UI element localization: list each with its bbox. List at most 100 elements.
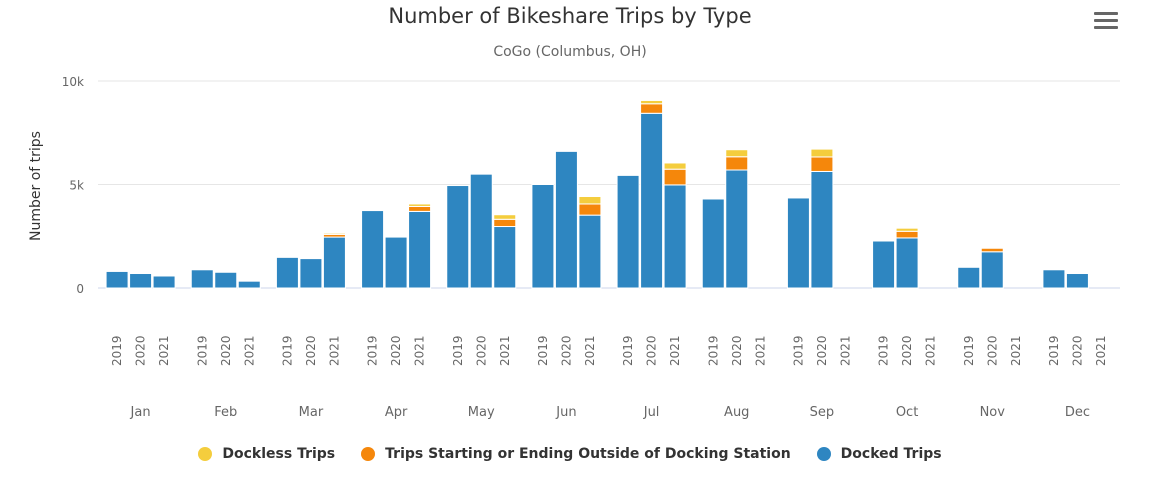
legend-swatch-dockless (198, 447, 213, 461)
x-tick-label-year: 2020 (900, 335, 914, 366)
x-tick-label-year: 2020 (985, 335, 999, 366)
x-tick-label-month: Nov (980, 405, 1006, 420)
bar-dockless-trips-may-2021 (493, 214, 517, 220)
bar-docked-trips-mar-2020 (299, 258, 323, 289)
legend-swatch-outside-station (361, 447, 376, 461)
chart-subtitle: CoGo (Columbus, OH) (493, 44, 647, 60)
x-tick-label-year: 2020 (219, 335, 233, 366)
x-tick-label-month: Aug (724, 405, 749, 420)
x-tick-label-month: May (468, 405, 495, 420)
hamburger-menu-icon[interactable] (1094, 12, 1118, 32)
x-tick-label-year: 2019 (110, 335, 124, 366)
chart-legend: Dockless Trips Trips Starting or Ending … (0, 446, 1140, 462)
x-tick-label-year: 2020 (134, 335, 148, 366)
x-tick-label-month: Jun (555, 405, 576, 420)
legend-label-dockless: Dockless Trips (222, 446, 336, 462)
bar-docked-trips-jul-2020 (640, 112, 664, 289)
bar-docked-trips-feb-2021 (237, 280, 261, 289)
legend-item-outside-station[interactable]: Trips Starting or Ending Outside of Dock… (361, 446, 791, 462)
x-tick-label-year: 2019 (877, 335, 891, 366)
bar-docked-trips-aug-2019 (701, 198, 725, 289)
x-tick-label-year: 2020 (389, 335, 403, 366)
x-tick-label-year: 2021 (668, 335, 682, 366)
x-tick-label-year: 2019 (621, 335, 635, 366)
bar-docked-trips-sep-2019 (786, 197, 810, 289)
bar-trips-starting-or-ending-outside-of-docking-station-jun-2021 (578, 203, 602, 216)
bar-docked-trips-nov-2020 (980, 251, 1004, 289)
x-tick-label-year: 2020 (474, 335, 488, 366)
menu-line (1094, 19, 1118, 22)
bar-docked-trips-oct-2020 (895, 237, 919, 289)
bar-dockless-trips-sep-2020 (810, 148, 834, 158)
bar-dockless-trips-jul-2021 (663, 162, 687, 170)
bar-trips-starting-or-ending-outside-of-docking-station-sep-2020 (810, 156, 834, 172)
x-tick-label-year: 2021 (753, 335, 767, 366)
bar-docked-trips-jan-2019 (105, 270, 129, 289)
x-tick-label-year: 2020 (645, 335, 659, 366)
bar-docked-trips-dec-2020 (1065, 273, 1089, 289)
y-tick-label: 0 (76, 282, 84, 296)
x-tick-label-year: 2021 (157, 335, 171, 366)
legend-swatch-docked (816, 447, 831, 461)
x-tick-label-year: 2019 (706, 335, 720, 366)
bar-docked-trips-jul-2021 (663, 184, 687, 289)
x-tick-label-year: 2021 (327, 335, 341, 366)
bar-docked-trips-mar-2019 (275, 256, 299, 289)
x-tick-label-year: 2021 (924, 335, 938, 366)
bar-trips-starting-or-ending-outside-of-docking-station-apr-2021 (408, 205, 432, 212)
bar-docked-trips-jun-2019 (531, 184, 555, 289)
bar-trips-starting-or-ending-outside-of-docking-station-oct-2020 (895, 230, 919, 239)
x-tick-label-month: Feb (214, 405, 237, 420)
x-tick-label-year: 2021 (413, 335, 427, 366)
bar-docked-trips-jun-2021 (578, 214, 602, 289)
x-tick-label-year: 2021 (498, 335, 512, 366)
bar-docked-trips-may-2021 (493, 226, 517, 289)
menu-line (1094, 12, 1118, 15)
x-tick-label-year: 2021 (242, 335, 256, 366)
chart-title: Number of Bikeshare Trips by Type (388, 4, 752, 28)
bar-trips-starting-or-ending-outside-of-docking-station-nov-2020 (980, 247, 1004, 253)
bar-docked-trips-sep-2020 (810, 170, 834, 289)
bar-docked-trips-aug-2020 (725, 169, 749, 289)
bar-docked-trips-nov-2019 (957, 266, 981, 289)
bar-docked-trips-apr-2019 (361, 210, 385, 289)
x-tick-label-year: 2021 (1009, 335, 1023, 366)
x-tick-label-month: Apr (385, 405, 408, 420)
legend-item-dockless[interactable]: Dockless Trips (198, 446, 335, 462)
bar-docked-trips-jan-2020 (129, 273, 153, 289)
bar-dockless-trips-jun-2021 (578, 196, 602, 205)
x-tick-label-year: 2019 (1047, 335, 1061, 366)
chart-plot: 0 5k 10k Number of trips 2019 2020 2021 Jan 2019… (28, 75, 1120, 420)
x-tick-label-year: 2021 (838, 335, 852, 366)
bar-docked-trips-feb-2019 (190, 269, 214, 289)
bar-dockless-trips-mar-2021 (322, 232, 346, 235)
bar-dockless-trips-oct-2020 (895, 227, 919, 232)
legend-label-outside-station: Trips Starting or Ending Outside of Dock… (385, 446, 791, 462)
y-tick-label: 10k (62, 75, 84, 89)
bar-docked-trips-apr-2021 (408, 210, 432, 289)
x-tick-label-month: Mar (299, 405, 324, 420)
x-tick-label-year: 2020 (559, 335, 573, 366)
bar-docked-trips-apr-2020 (384, 236, 408, 289)
bar-trips-starting-or-ending-outside-of-docking-station-jul-2021 (663, 168, 687, 186)
bar-docked-trips-oct-2019 (872, 240, 896, 289)
legend-label-docked: Docked Trips (840, 446, 942, 462)
legend-item-docked[interactable]: Docked Trips (816, 446, 942, 462)
bar-docked-trips-jun-2020 (554, 150, 578, 289)
bar-docked-trips-feb-2020 (214, 271, 238, 289)
x-tick-label-year: 2021 (583, 335, 597, 366)
x-tick-label-month: Oct (896, 405, 918, 420)
x-tick-label-year: 2020 (730, 335, 744, 366)
y-tick-label: 5k (69, 179, 84, 193)
x-tick-label-year: 2019 (791, 335, 805, 366)
y-axis-title: Number of trips (28, 131, 44, 241)
x-tick-label-month: Jul (643, 405, 660, 420)
x-tick-label-month: Sep (810, 405, 835, 420)
bar-trips-starting-or-ending-outside-of-docking-station-jul-2020 (640, 103, 664, 114)
x-tick-label-year: 2020 (1070, 335, 1084, 366)
x-tick-label-year: 2019 (280, 335, 294, 366)
x-tick-label-year: 2019 (962, 335, 976, 366)
bar-trips-starting-or-ending-outside-of-docking-station-aug-2020 (725, 156, 749, 171)
bar-dockless-trips-jul-2020 (640, 99, 664, 105)
bar-docked-trips-jan-2021 (152, 275, 176, 289)
